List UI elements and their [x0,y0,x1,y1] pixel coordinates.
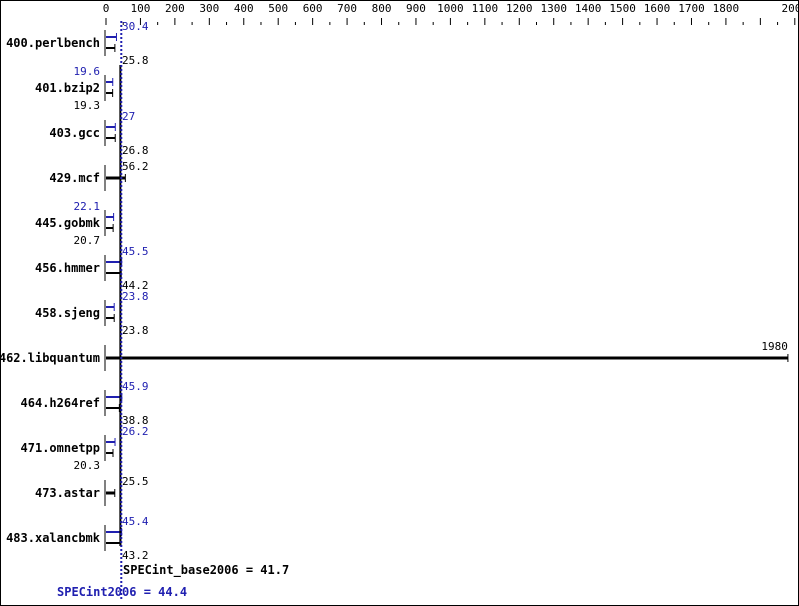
axis-tick-label: 500 [268,2,288,15]
axis-tick-label: 0 [103,2,110,15]
peak-bar-value-label: 26.2 [122,425,149,438]
benchmark-label: 473.astar [35,486,100,500]
benchmark-label: 483.xalancbmk [6,531,101,545]
axis-tick-label: 1500 [609,2,636,15]
benchmark-label: 464.h264ref [21,396,100,410]
peak-bar-value-label: 45.5 [122,245,149,258]
peak-bar-value-label: 23.8 [122,290,149,303]
axis-tick-label: 900 [406,2,426,15]
axis-tick-label: 1200 [506,2,533,15]
peak-bar-value-label: 22.1 [74,200,101,213]
axis-tick-label: 700 [337,2,357,15]
axis-tick-label: 1100 [472,2,499,15]
benchmark-label: 458.sjeng [35,306,100,320]
base-bar-value-label: 56.2 [122,160,149,173]
peak-bar-value-label: 30.4 [122,20,149,33]
base-bar-value-label: 25.8 [122,54,149,67]
benchmark-label: 401.bzip2 [35,81,100,95]
axis-tick-label: 100 [131,2,151,15]
base-summary-label: SPECint_base2006 = 41.7 [123,563,289,578]
base-bar-value-label: 20.3 [74,459,101,472]
axis-tick-label: 300 [199,2,219,15]
base-bar-value-label: 20.7 [74,234,101,247]
axis-tick-label: 1400 [575,2,602,15]
axis-tick-label: 800 [372,2,392,15]
benchmark-label: 400.perlbench [6,36,100,50]
base-bar-value-label: 19.3 [74,99,101,112]
peak-bar-value-label: 45.4 [122,515,149,528]
axis-tick-label: 600 [303,2,323,15]
base-bar-value-label: 1980 [761,340,788,353]
axis-tick-label: 1000 [437,2,464,15]
axis-tick-label: 400 [234,2,254,15]
axis-tick-label: 2000 [782,2,798,15]
axis-tick-label: 200 [165,2,185,15]
base-bar-value-label: 38.8 [122,414,149,427]
axis-tick-label: 1600 [644,2,671,15]
base-bar-value-label: 25.5 [122,475,149,488]
axis-tick-label: 1800 [713,2,740,15]
axis-tick-label: 1300 [540,2,567,15]
benchmark-label: 445.gobmk [35,216,101,230]
peak-summary-label: SPECint2006 = 44.4 [57,585,187,599]
peak-bar-value-label: 45.9 [122,380,149,393]
base-bar-value-label: 43.2 [122,549,149,562]
peak-bar-value-label: 27 [122,110,135,123]
benchmark-label: 462.libquantum [1,351,100,365]
benchmark-label: 403.gcc [49,126,100,140]
base-bar-value-label: 44.2 [122,279,149,292]
axis-tick-label: 1700 [678,2,705,15]
benchmark-label: 471.omnetpp [21,441,100,455]
benchmark-label: 456.hmmer [35,261,100,275]
benchmark-label: 429.mcf [49,171,100,185]
base-bar-value-label: 23.8 [122,324,149,337]
peak-bar-value-label: 19.6 [74,65,101,78]
base-bar-value-label: 26.8 [122,144,149,157]
